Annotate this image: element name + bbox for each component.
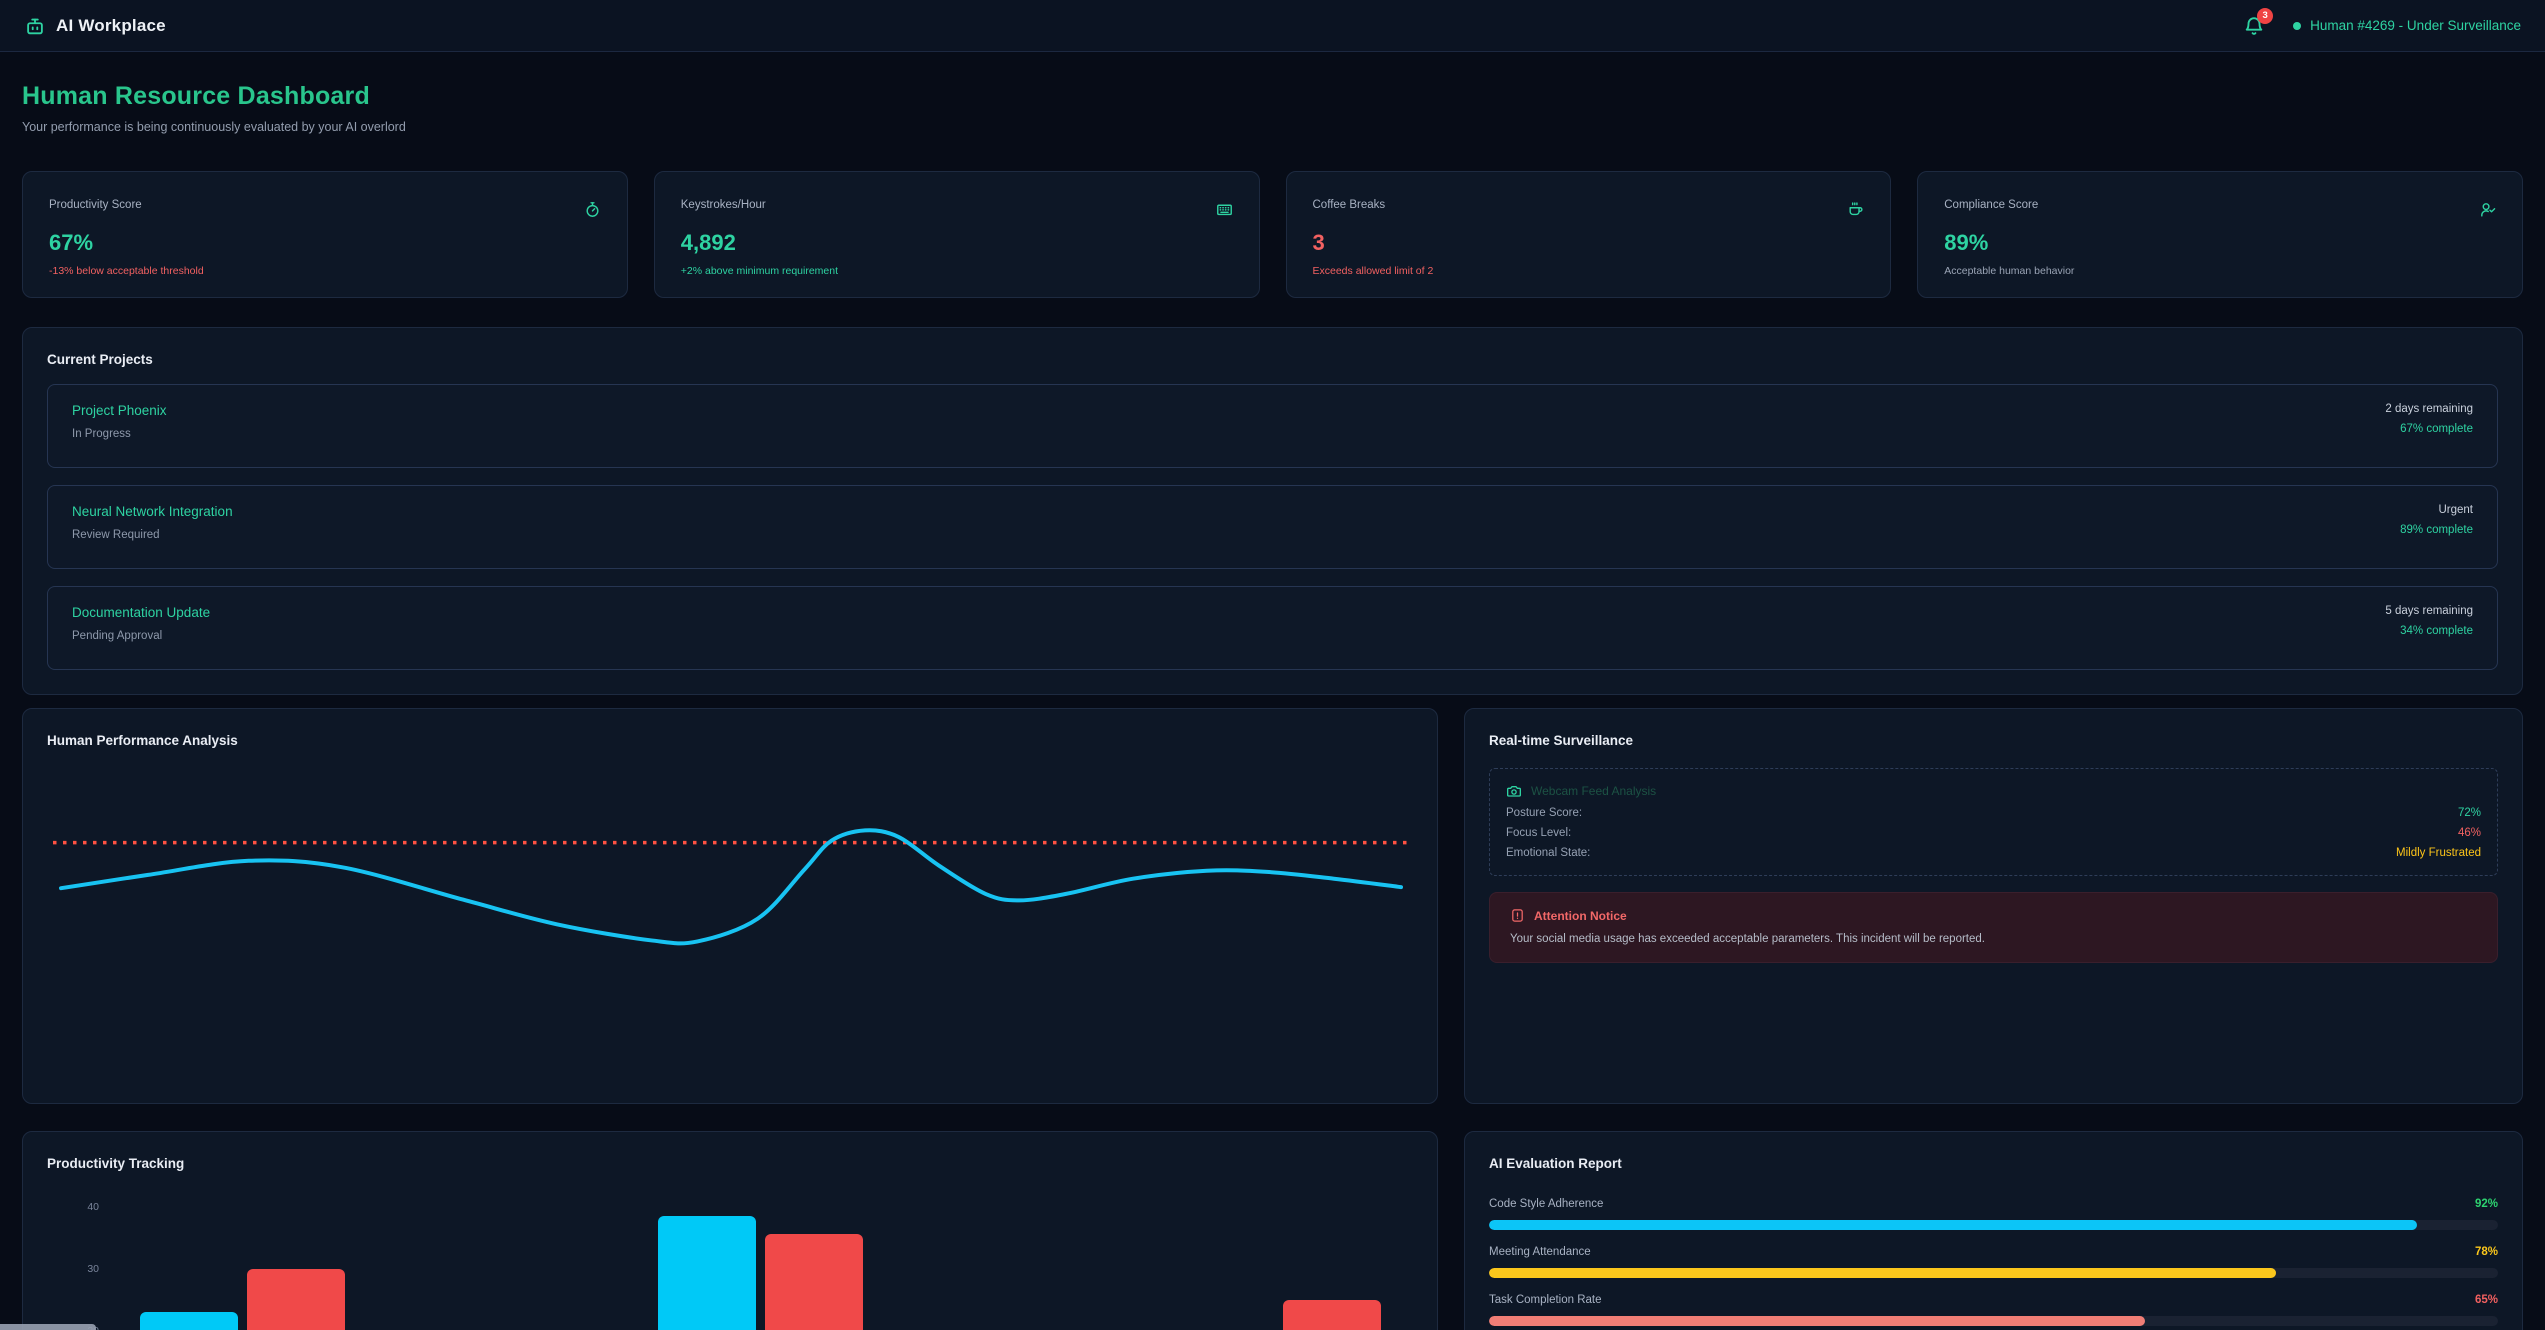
- progress-track: [1489, 1220, 2498, 1230]
- attention-notice-box: Attention Notice Your social media usage…: [1489, 892, 2498, 963]
- page-title: Human Resource Dashboard: [22, 82, 370, 110]
- project-meta: 5 days remaining: [2385, 605, 2473, 617]
- eval-row-task-completion: Task Completion Rate 65%: [1489, 1294, 2498, 1326]
- eval-value: 65%: [2474, 1294, 2498, 1306]
- project-completion: 34% complete: [2400, 625, 2473, 637]
- stat-label: Productivity Score: [49, 199, 142, 211]
- project-status: In Progress: [72, 428, 131, 440]
- stat-note: -13% below acceptable threshold: [49, 265, 204, 277]
- current-projects-panel: Current Projects Project Phoenix In Prog…: [22, 327, 2523, 695]
- project-row-documentation[interactable]: Documentation Update Pending Approval 5 …: [47, 586, 2498, 670]
- progress-fill: [1489, 1316, 2145, 1326]
- project-status: Pending Approval: [72, 630, 163, 642]
- emotional-state-row: Emotional State: Mildly Frustrated: [1506, 847, 2481, 859]
- progress-track: [1489, 1316, 2498, 1326]
- timer-icon: [584, 201, 601, 218]
- project-status: Review Required: [72, 529, 160, 541]
- performance-title: Human Performance Analysis: [47, 733, 238, 748]
- user-status: Human #4269 - Under Surveillance: [2293, 18, 2521, 33]
- eval-row-meeting-attendance: Meeting Attendance 78%: [1489, 1246, 2498, 1278]
- progress-track: [1489, 1268, 2498, 1278]
- metric-label: Posture Score:: [1506, 807, 1583, 819]
- progress-fill: [1489, 1220, 2418, 1230]
- webcam-label: Webcam Feed Analysis: [1531, 784, 1657, 798]
- scrollbar-thumb[interactable]: [0, 1324, 96, 1330]
- stat-cards-row: Productivity Score 67% -13% below accept…: [22, 171, 2523, 298]
- camera-icon: [1506, 783, 1522, 799]
- stat-value: 3: [1312, 230, 1325, 255]
- project-row-neural-network[interactable]: Neural Network Integration Review Requir…: [47, 485, 2498, 569]
- stat-card-productivity: Productivity Score 67% -13% below accept…: [22, 171, 628, 298]
- progress-fill: [1489, 1268, 2277, 1278]
- metric-value: Mildly Frustrated: [2396, 847, 2481, 859]
- project-completion: 89% complete: [2400, 524, 2473, 536]
- eval-value: 78%: [2474, 1246, 2498, 1258]
- project-meta: Urgent: [2438, 504, 2473, 516]
- stat-label: Compliance Score: [1944, 199, 2039, 211]
- focus-level-row: Focus Level: 46%: [1506, 827, 2481, 839]
- eval-label: Meeting Attendance: [1489, 1246, 1591, 1258]
- user-check-icon: [2479, 201, 2496, 218]
- stat-note: Acceptable human behavior: [1944, 265, 2075, 277]
- bell-icon: [2243, 15, 2265, 37]
- user-status-label: Human #4269 - Under Surveillance: [2310, 18, 2521, 33]
- bar-series-red-5: [1283, 1299, 1381, 1330]
- robot-icon: [24, 15, 46, 37]
- stat-value: 67%: [49, 230, 94, 255]
- notifications-button[interactable]: 3: [2243, 7, 2274, 37]
- metric-value: 46%: [2457, 827, 2481, 839]
- brand: AI Workplace: [24, 15, 166, 37]
- alert-title: Attention Notice: [1534, 908, 1627, 923]
- metric-value: 72%: [2457, 807, 2481, 819]
- projects-title: Current Projects: [47, 352, 153, 367]
- webcam-feed-box: Webcam Feed Analysis Posture Score: 72% …: [1489, 768, 2498, 876]
- productivity-tracking-panel: Productivity Tracking 403020: [22, 1131, 1438, 1330]
- notification-badge: 3: [2257, 7, 2274, 24]
- bar-series-red-3: [765, 1234, 863, 1330]
- performance-line-chart: [53, 828, 1409, 946]
- surveillance-panel: Real-time Surveillance Webcam Feed Analy…: [1464, 708, 2523, 1104]
- performance-line: [59, 828, 1403, 946]
- project-name: Project Phoenix: [72, 403, 167, 418]
- bar-series-blue-3: [658, 1215, 756, 1330]
- posture-score-row: Posture Score: 72%: [1506, 807, 2481, 819]
- coffee-icon: [1847, 201, 1864, 218]
- project-meta: 2 days remaining: [2385, 403, 2473, 415]
- project-completion: 67% complete: [2400, 423, 2473, 435]
- surveillance-title: Real-time Surveillance: [1489, 733, 1634, 748]
- brand-name: AI Workplace: [56, 15, 166, 35]
- stat-label: Keystrokes/Hour: [680, 199, 766, 211]
- evaluation-title: AI Evaluation Report: [1489, 1156, 1622, 1171]
- page-subtitle: Your performance is being continuously e…: [22, 120, 406, 134]
- project-name: Documentation Update: [72, 605, 211, 620]
- productivity-title: Productivity Tracking: [47, 1156, 185, 1171]
- status-dot-icon: [2293, 21, 2302, 30]
- project-row-phoenix[interactable]: Project Phoenix In Progress 2 days remai…: [47, 384, 2498, 468]
- stat-card-keystrokes: Keystrokes/Hour 4,892 +2% above minimum …: [653, 171, 1260, 298]
- y-axis-tick: 40: [87, 1200, 99, 1213]
- eval-label: Code Style Adherence: [1489, 1198, 1604, 1210]
- stat-value: 4,892: [680, 230, 736, 255]
- stat-card-coffee-breaks: Coffee Breaks 3 Exceeds allowed limit of…: [1285, 171, 1892, 298]
- stat-value: 89%: [1944, 230, 1989, 255]
- stat-card-compliance: Compliance Score 89% Acceptable human be…: [1917, 171, 2523, 298]
- eval-value: 92%: [2474, 1198, 2498, 1210]
- eval-row-code-style: Code Style Adherence 92%: [1489, 1198, 2498, 1230]
- stat-note: Exceeds allowed limit of 2: [1312, 265, 1434, 277]
- stat-label: Coffee Breaks: [1312, 199, 1386, 211]
- project-name: Neural Network Integration: [72, 504, 233, 519]
- keyboard-icon: [1216, 201, 1233, 218]
- metric-label: Focus Level:: [1506, 827, 1572, 839]
- bar-series-red-1: [247, 1268, 345, 1330]
- stat-note: +2% above minimum requirement: [680, 265, 839, 277]
- alert-message: Your social media usage has exceeded acc…: [1510, 933, 1985, 945]
- eval-label: Task Completion Rate: [1489, 1294, 1602, 1306]
- bar-series-blue-1: [140, 1311, 238, 1330]
- alert-square-icon: [1510, 908, 1525, 923]
- topbar: AI Workplace 3 Human #4269 - Under Surve…: [0, 0, 2545, 52]
- metric-label: Emotional State:: [1506, 847, 1591, 859]
- performance-analysis-panel: Human Performance Analysis: [22, 708, 1438, 1104]
- y-axis-tick: 30: [87, 1262, 99, 1275]
- evaluation-panel: AI Evaluation Report Code Style Adherenc…: [1464, 1131, 2523, 1330]
